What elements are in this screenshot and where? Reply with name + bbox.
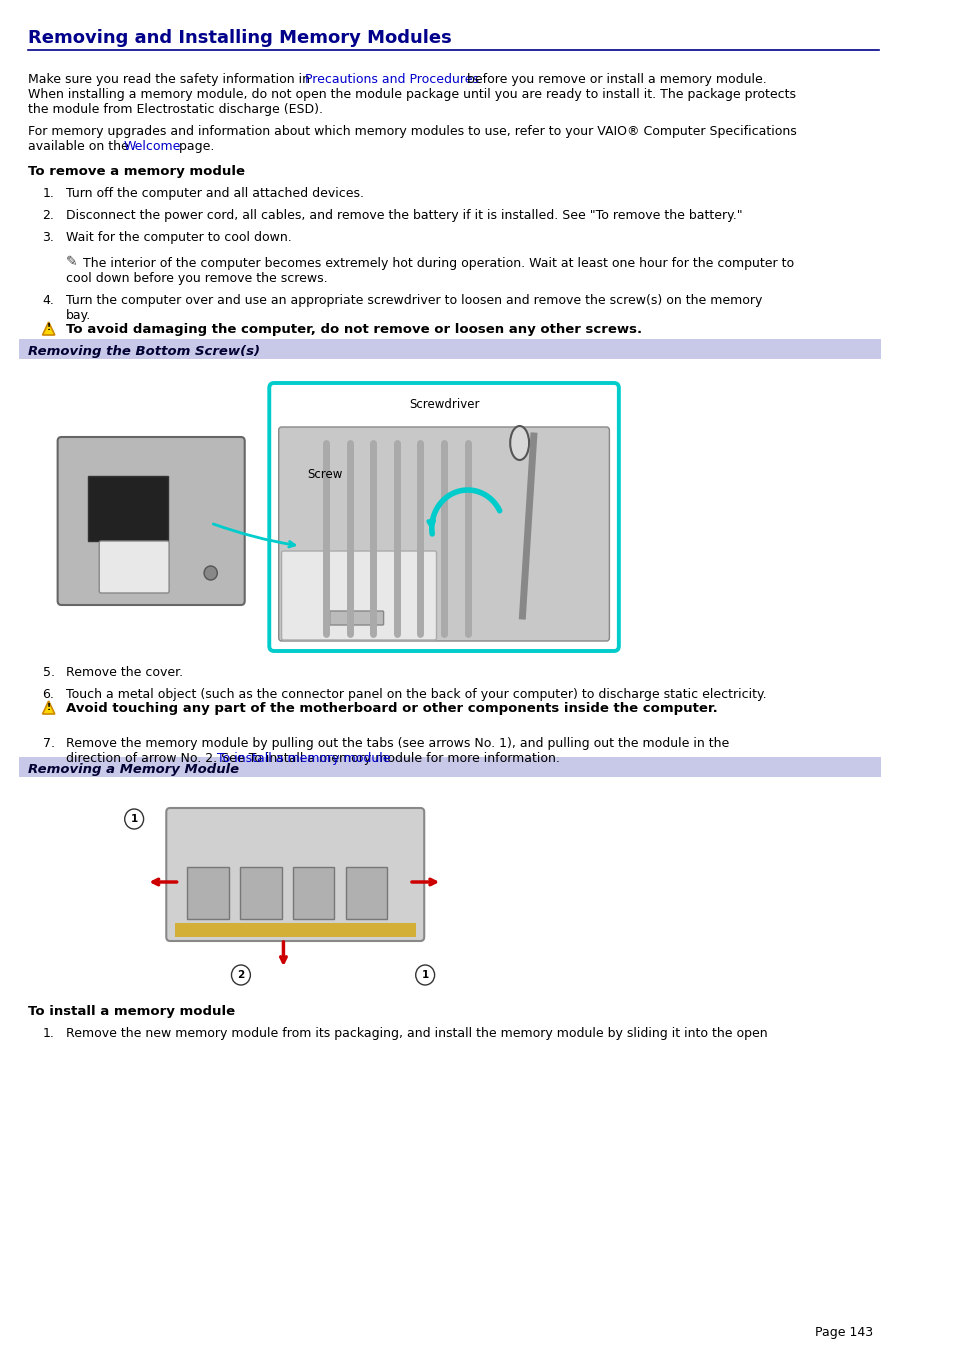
Text: ✎: ✎ [66,255,78,269]
FancyBboxPatch shape [345,867,387,919]
Text: Wait for the computer to cool down.: Wait for the computer to cool down. [66,231,292,245]
FancyBboxPatch shape [330,611,383,626]
Text: Welcome: Welcome [124,141,181,153]
Text: Turn off the computer and all attached devices.: Turn off the computer and all attached d… [66,186,364,200]
FancyBboxPatch shape [281,551,436,640]
Text: 1.: 1. [43,186,54,200]
Text: 1.: 1. [43,1027,54,1040]
FancyBboxPatch shape [166,808,424,942]
Text: To avoid damaging the computer, do not remove or loosen any other screws.: To avoid damaging the computer, do not r… [66,323,641,336]
FancyBboxPatch shape [88,476,168,540]
FancyBboxPatch shape [57,436,245,605]
FancyBboxPatch shape [99,540,169,593]
FancyBboxPatch shape [19,339,880,359]
Ellipse shape [510,426,529,459]
FancyBboxPatch shape [187,867,229,919]
Polygon shape [43,701,54,713]
Text: Touch a metal object (such as the connector panel on the back of your computer) : Touch a metal object (such as the connec… [66,688,766,701]
Text: !: ! [47,703,51,712]
Circle shape [204,566,217,580]
FancyBboxPatch shape [174,923,416,938]
Text: 1: 1 [131,815,137,824]
FancyBboxPatch shape [278,427,609,640]
Text: !: ! [47,323,51,332]
Text: Remove the new memory module from its packaging, and install the memory module b: Remove the new memory module from its pa… [66,1027,767,1040]
Text: Removing and Installing Memory Modules: Removing and Installing Memory Modules [29,28,452,47]
Text: 2: 2 [237,970,244,979]
Text: Screw: Screw [307,467,342,481]
FancyBboxPatch shape [293,867,335,919]
Text: Disconnect the power cord, all cables, and remove the battery if it is installed: Disconnect the power cord, all cables, a… [66,209,742,222]
Text: 6.: 6. [43,688,54,701]
Circle shape [125,809,144,830]
FancyBboxPatch shape [269,382,618,651]
Text: before you remove or install a memory module.: before you remove or install a memory mo… [462,73,766,86]
Text: Screwdriver: Screwdriver [409,399,478,411]
Text: Remove the cover.: Remove the cover. [66,666,183,680]
Text: 1: 1 [421,970,428,979]
Text: The interior of the computer becomes extremely hot during operation. Wait at lea: The interior of the computer becomes ext… [79,257,794,270]
FancyBboxPatch shape [240,867,281,919]
Text: 5.: 5. [43,666,54,680]
Text: Make sure you read the safety information in: Make sure you read the safety informatio… [29,73,314,86]
Text: Page 143: Page 143 [814,1325,872,1339]
Text: cool down before you remove the screws.: cool down before you remove the screws. [66,272,328,285]
Text: When installing a memory module, do not open the module package until you are re: When installing a memory module, do not … [29,88,796,101]
Text: 4.: 4. [43,295,54,307]
Text: the module from Electrostatic discharge (ESD).: the module from Electrostatic discharge … [29,103,323,116]
Circle shape [416,965,435,985]
Text: page.: page. [174,141,213,153]
Text: For memory upgrades and information about which memory modules to use, refer to : For memory upgrades and information abou… [29,126,797,138]
Text: Removing the Bottom Screw(s): Removing the Bottom Screw(s) [29,345,260,358]
Text: 3.: 3. [43,231,54,245]
Text: To remove a memory module: To remove a memory module [29,165,245,178]
Circle shape [232,965,250,985]
Text: Remove the memory module by pulling out the tabs (see arrows No. 1), and pulling: Remove the memory module by pulling out … [66,738,729,750]
Text: direction of arrow No. 2. See To install a memory module for more information.: direction of arrow No. 2. See To install… [66,753,559,765]
Text: Turn the computer over and use an appropriate screwdriver to loosen and remove t: Turn the computer over and use an approp… [66,295,761,307]
Text: bay.: bay. [66,309,91,322]
Text: 7.: 7. [43,738,54,750]
Text: Avoid touching any part of the motherboard or other components inside the comput: Avoid touching any part of the motherboa… [66,703,718,715]
Text: To install a memory module: To install a memory module [217,753,391,765]
Text: Removing a Memory Module: Removing a Memory Module [29,763,239,775]
FancyBboxPatch shape [19,757,880,777]
Text: Precautions and Procedures: Precautions and Procedures [305,73,478,86]
Polygon shape [43,322,54,335]
Text: available on the: available on the [29,141,133,153]
Text: 2.: 2. [43,209,54,222]
Text: To install a memory module: To install a memory module [29,1005,235,1019]
